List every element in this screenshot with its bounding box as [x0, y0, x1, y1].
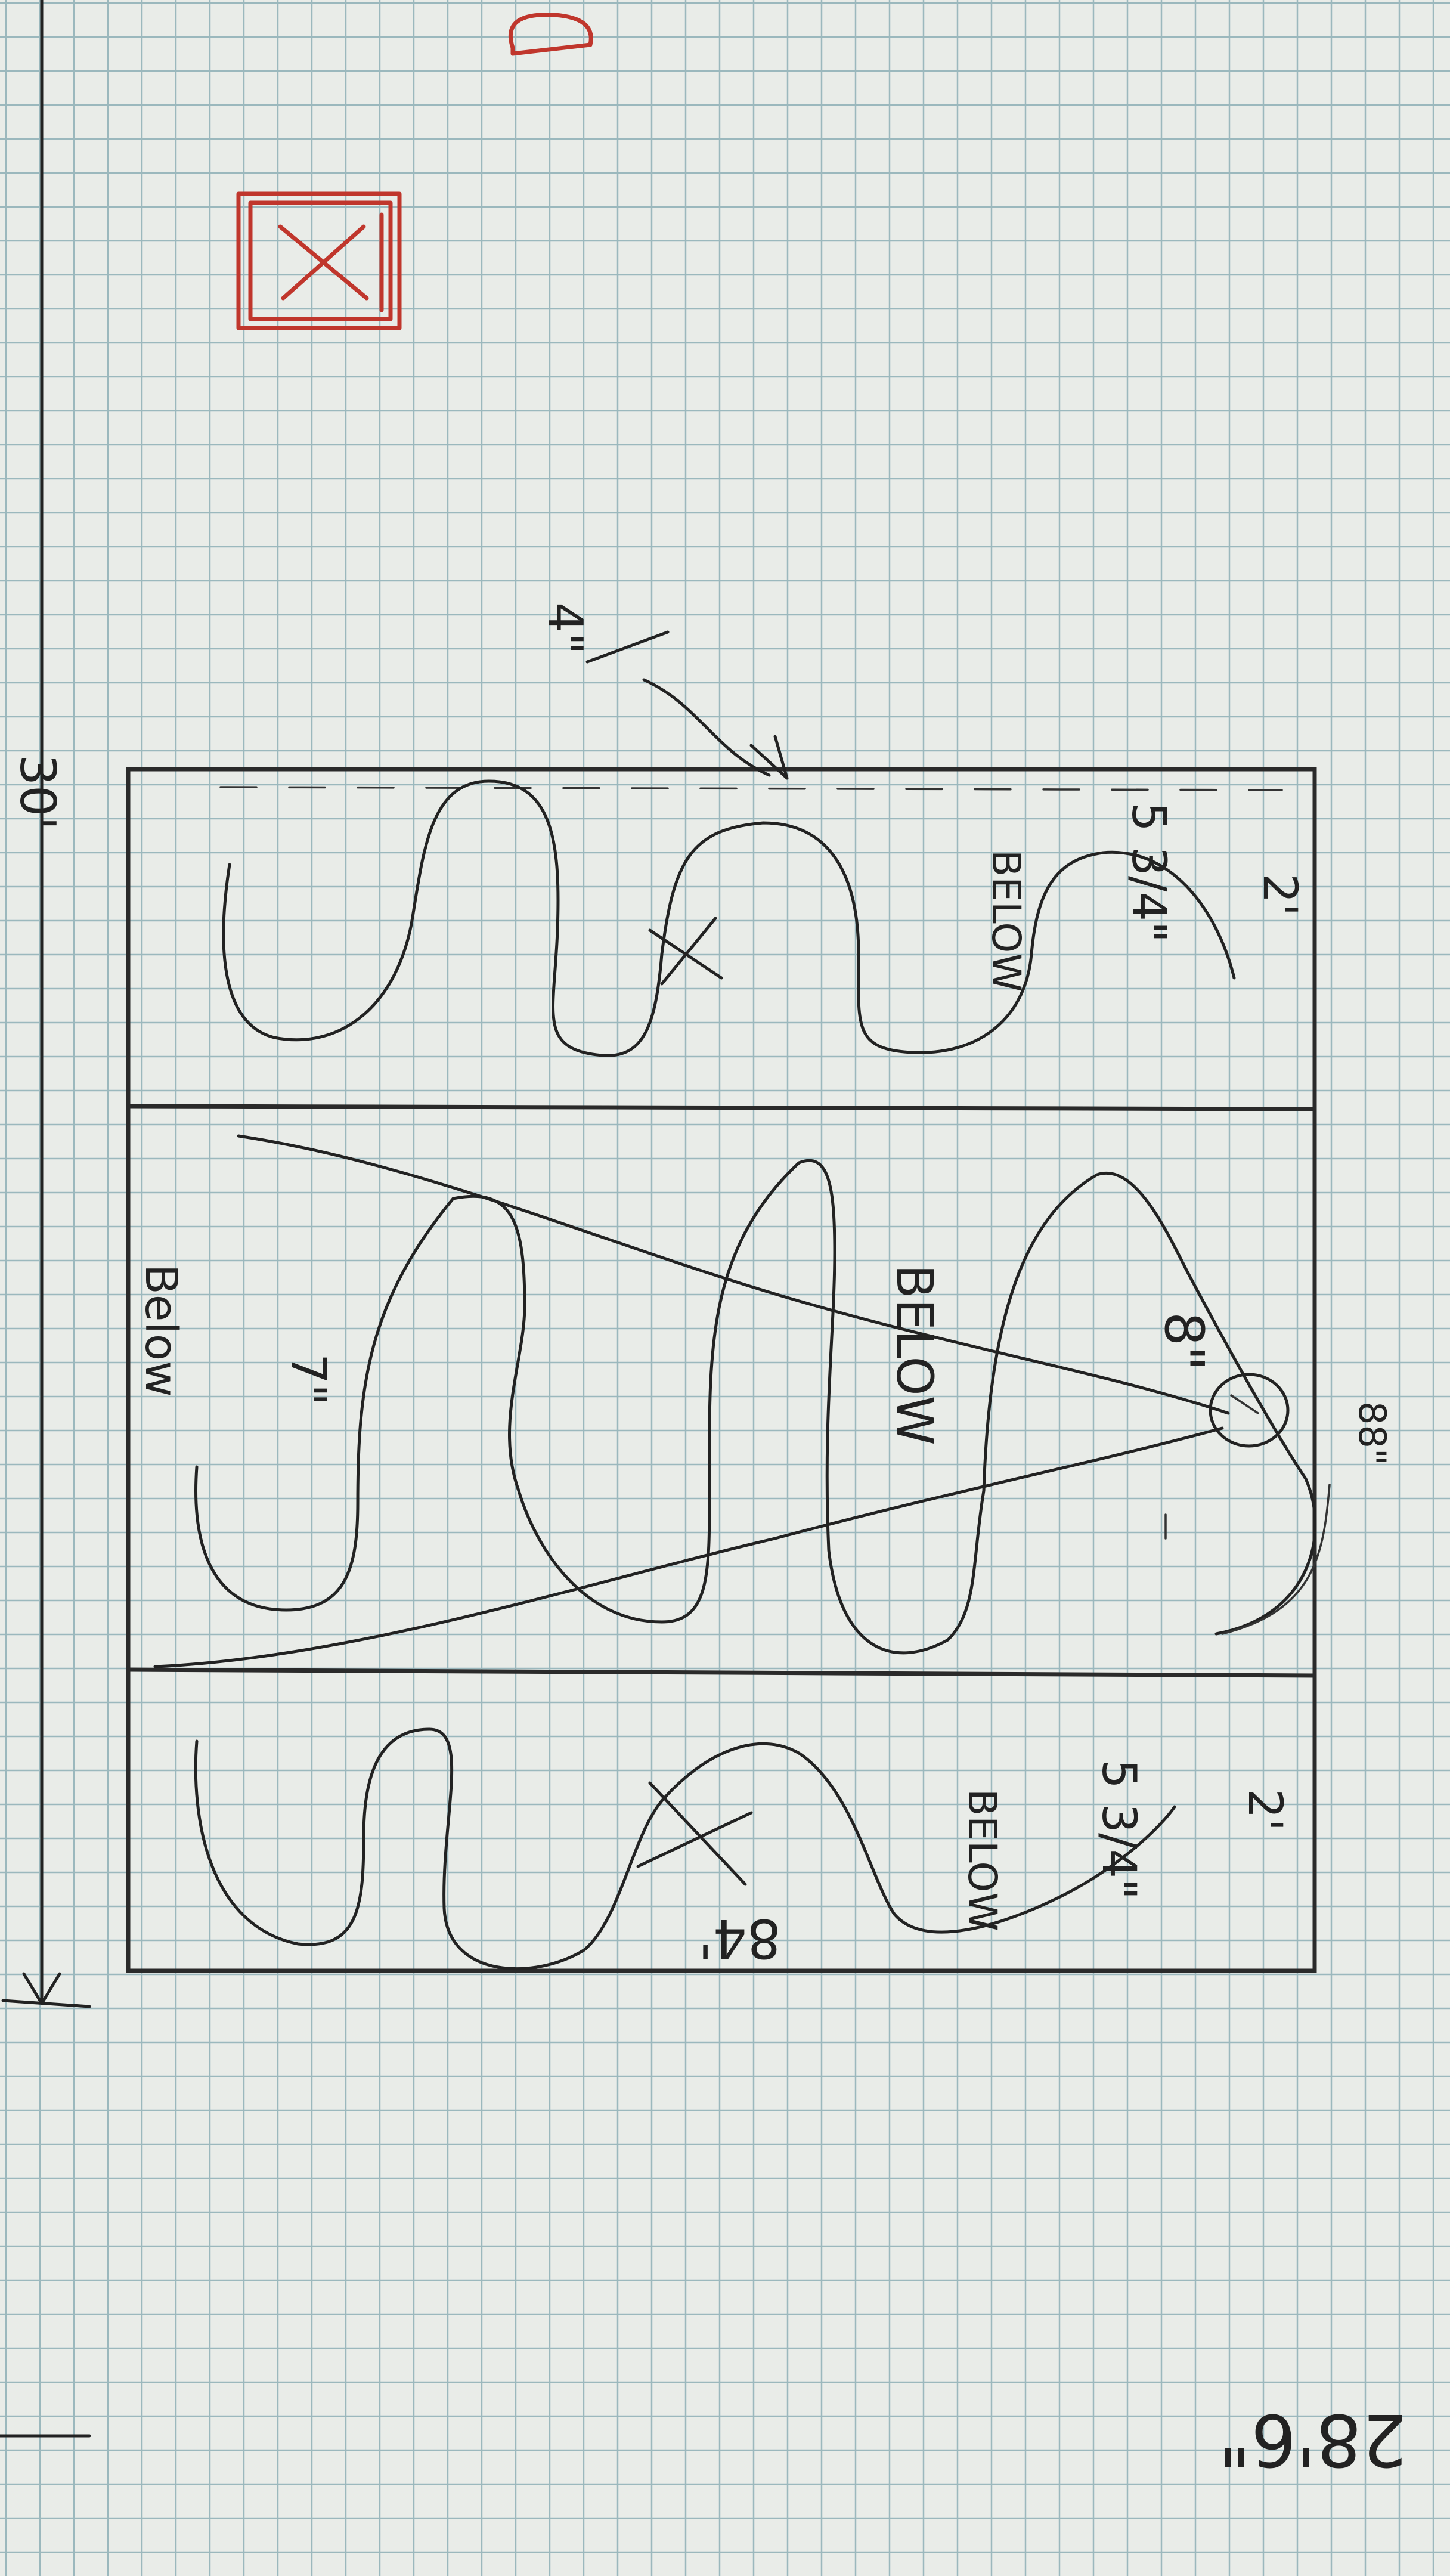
middle-zone-note-label: BELOW	[885, 1264, 944, 1445]
bottom-zone-note-label: BELOW	[959, 1789, 1005, 1931]
pipe-arrow	[642, 678, 771, 777]
svg-text:5 3/4": 5 3/4"	[1121, 802, 1175, 943]
middle-zone-secondary-depth-label: 7"	[281, 1354, 336, 1406]
bottom-zone-x	[636, 1781, 753, 1886]
overall-length-label: 30'	[9, 754, 66, 830]
inner-span-label: 84'	[698, 1907, 781, 1970]
svg-text:2': 2'	[1253, 874, 1306, 916]
svg-text:28'6": 28'6"	[1218, 2398, 1407, 2481]
circle-tick	[1230, 1394, 1259, 1414]
svg-text:Below: Below	[135, 1264, 187, 1397]
bottom-zone-serpentine	[194, 1727, 1176, 1971]
middle-zone-serpentine	[194, 1159, 1317, 1655]
top-zone-x	[648, 917, 723, 986]
pipe-note-label: 4"	[537, 602, 593, 655]
right-bracket	[1221, 1484, 1331, 1635]
svg-text:5 3/4": 5 3/4"	[1092, 1759, 1145, 1900]
svg-text:7": 7"	[281, 1354, 336, 1406]
svg-text:84': 84'	[698, 1907, 781, 1970]
pipe-slash	[585, 630, 670, 664]
svg-text:8": 8"	[1152, 1312, 1215, 1371]
top-right-mark-label: 88"	[1350, 1401, 1394, 1465]
zone-divider-top	[128, 1104, 1315, 1111]
dashed-line	[219, 786, 1283, 791]
red-boxed-x-symbol	[236, 191, 402, 330]
svg-text:BELOW: BELOW	[885, 1264, 944, 1445]
svg-text:2': 2'	[1238, 1789, 1291, 1831]
overall-length-dimension-line	[1, 0, 91, 2008]
bottom-zone-depth-label: 5 3/4"	[1092, 1759, 1145, 1900]
plan-outline	[126, 767, 1317, 1973]
svg-text:30': 30'	[9, 754, 66, 830]
zone-divider-bottom	[128, 1667, 1315, 1678]
bottom-zone-length-label: 2'	[1238, 1789, 1291, 1831]
triangle-line-lower	[153, 1426, 1224, 1668]
width-label: 28'6"	[1218, 2398, 1407, 2481]
svg-text:BELOW: BELOW	[983, 850, 1029, 992]
top-zone-note-label: BELOW	[983, 850, 1029, 992]
triangle-line-upper	[237, 1134, 1230, 1415]
svg-text:4": 4"	[537, 602, 593, 655]
middle-zone-depth-label: 8"	[1152, 1312, 1215, 1371]
circle-marker	[1209, 1373, 1290, 1448]
pipe-arrowhead	[749, 735, 789, 780]
red-scribble	[508, 13, 593, 56]
top-zone-serpentine	[222, 779, 1236, 1057]
top-zone-length-label: 2'	[1253, 874, 1306, 916]
top-zone-depth-label: 5 3/4"	[1121, 802, 1175, 943]
middle-zone-secondary-note-label: Below	[135, 1264, 187, 1397]
svg-text:88": 88"	[1350, 1401, 1394, 1465]
svg-text:BELOW: BELOW	[959, 1789, 1005, 1931]
